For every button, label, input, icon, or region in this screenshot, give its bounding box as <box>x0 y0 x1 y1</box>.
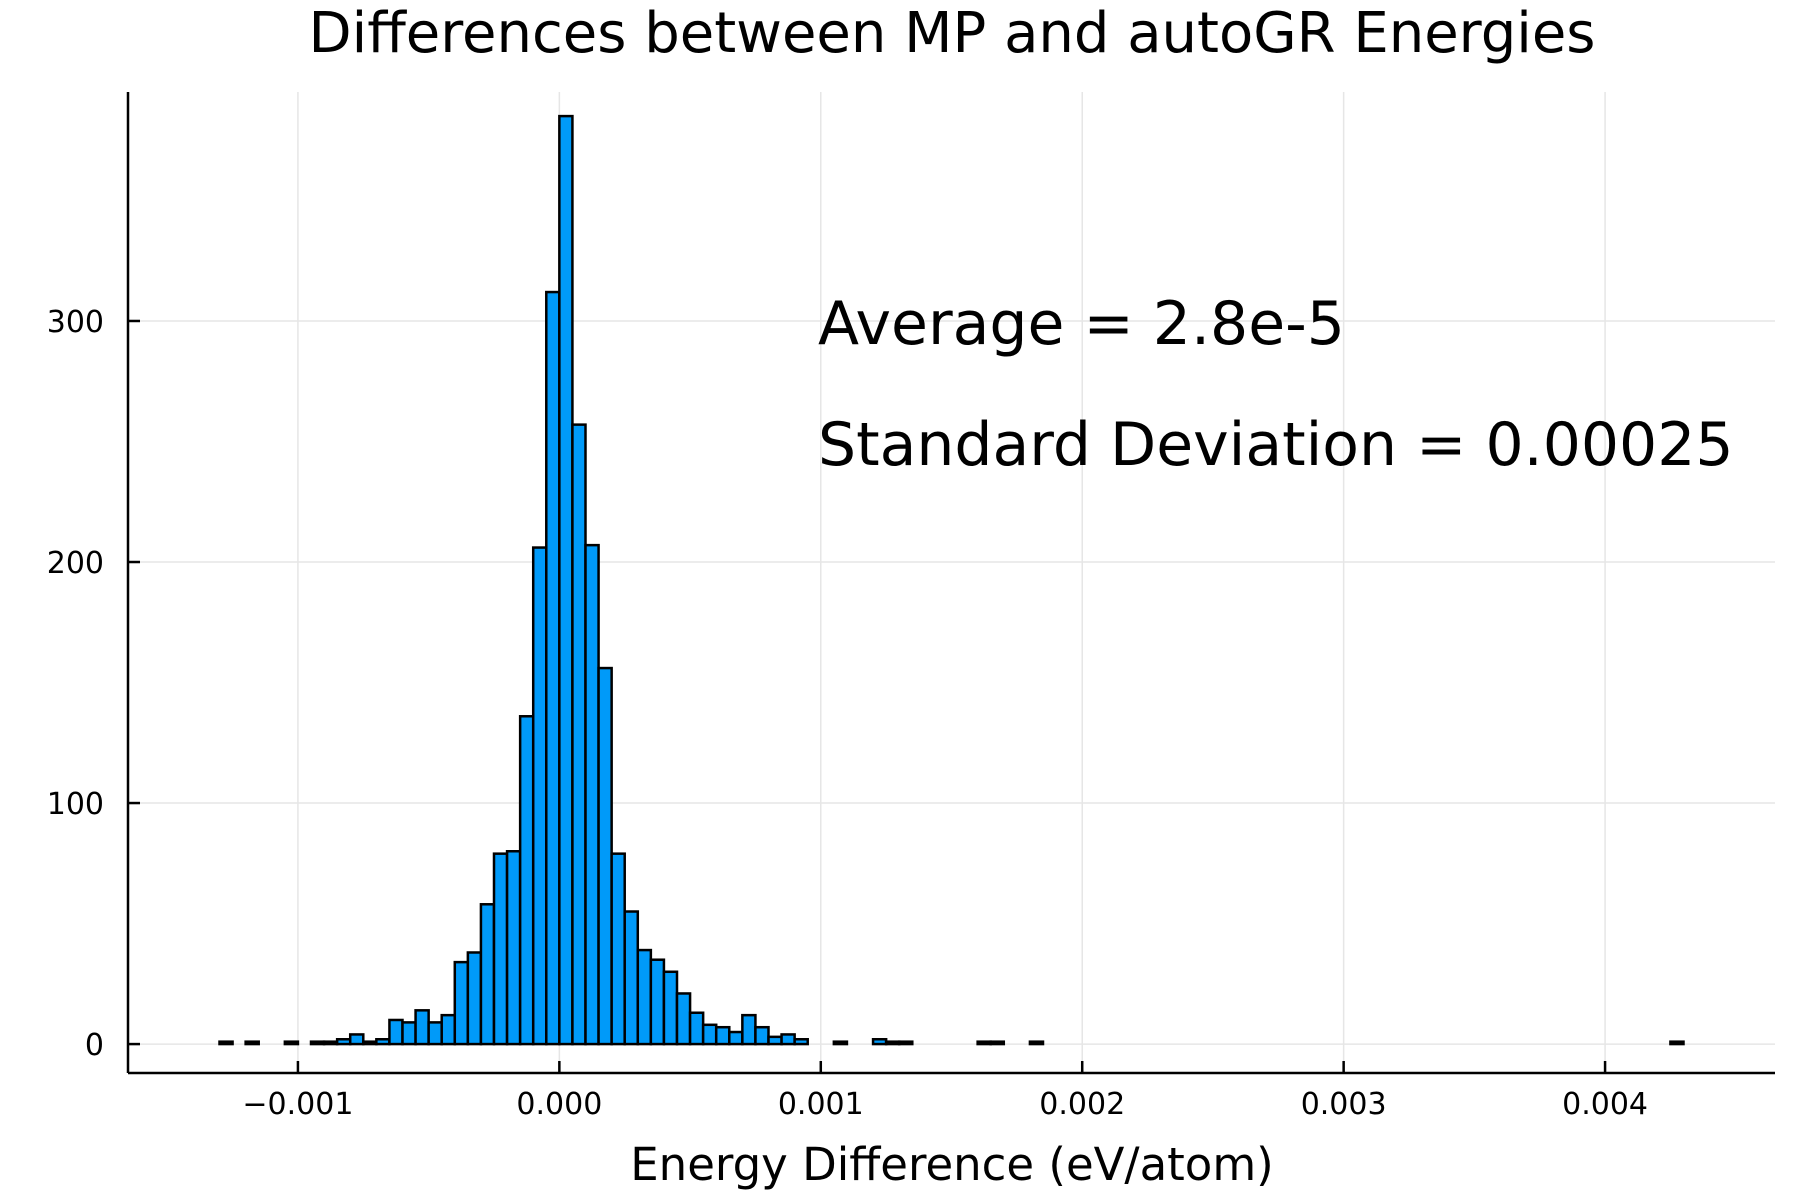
histogram-bar <box>440 1013 457 1046</box>
histogram-bar <box>832 1040 849 1046</box>
y-tick-label: 100 <box>47 787 104 822</box>
histogram-bar <box>492 852 509 1046</box>
histogram-bar <box>505 850 522 1046</box>
histogram-bar <box>688 1011 705 1046</box>
average-annotation: Average = 2.8e-5 <box>818 289 1345 359</box>
histogram-bar <box>453 960 470 1046</box>
histogram-bar <box>1028 1040 1045 1046</box>
histogram-bar <box>649 958 666 1046</box>
histogram-bar <box>623 910 640 1046</box>
grid-layer <box>128 92 1775 1073</box>
histogram-bar <box>701 1023 718 1046</box>
histogram-bar <box>897 1040 914 1046</box>
y-tick-label: 200 <box>47 546 104 581</box>
histogram-bar <box>714 1025 731 1046</box>
histogram-bar <box>401 1021 417 1046</box>
chart-title: Differences between MP and autoGR Energi… <box>309 1 1596 66</box>
histogram-bar <box>322 1040 339 1046</box>
histogram-bar <box>309 1040 326 1046</box>
histogram-bar <box>884 1040 901 1046</box>
histogram-bar <box>610 852 626 1046</box>
axes-layer <box>126 92 1775 1075</box>
x-tick-label: 0.000 <box>516 1087 602 1122</box>
ticks-layer: −0.001 0.000 0.001 0.002 0.003 0.004 0 100 200 30… <box>47 305 1648 1122</box>
histogram-bar <box>780 1033 796 1046</box>
std-dev-annotation: Standard Deviation = 0.00025 <box>818 410 1734 480</box>
histogram-bar <box>466 951 483 1046</box>
histogram-bar <box>518 715 535 1046</box>
histogram-bar <box>584 543 600 1046</box>
histogram-bar <box>479 903 496 1046</box>
histogram-bar <box>558 114 574 1046</box>
histogram-bar <box>571 423 587 1046</box>
histogram-bar <box>244 1040 260 1046</box>
histogram-bar <box>218 1040 234 1046</box>
histogram-bar <box>414 1009 430 1046</box>
histogram-bar <box>545 290 561 1046</box>
histogram-bar <box>427 1021 443 1046</box>
x-tick-label: 0.003 <box>1301 1087 1387 1122</box>
bars-layer <box>218 114 1685 1046</box>
y-tick-label: 300 <box>47 305 104 340</box>
histogram-bar <box>362 1040 378 1046</box>
x-tick-label: 0.001 <box>778 1087 864 1122</box>
histogram-bar <box>767 1035 783 1046</box>
histogram-bar <box>976 1040 992 1046</box>
x-tick-label: −0.001 <box>242 1087 353 1122</box>
histogram-bar <box>531 546 548 1046</box>
histogram-bar <box>335 1038 352 1046</box>
histogram-bar <box>741 1013 757 1046</box>
histogram-bar <box>754 1025 770 1046</box>
histogram-bar <box>636 948 653 1046</box>
histogram-bar <box>675 992 692 1046</box>
histogram-bar <box>375 1038 391 1046</box>
histogram-bar <box>388 1018 404 1046</box>
x-axis-label: Energy Difference (eV/atom) <box>630 1138 1273 1191</box>
x-tick-label: 0.004 <box>1562 1087 1648 1122</box>
y-tick-label: 0 <box>85 1028 104 1063</box>
x-tick-label: 0.002 <box>1039 1087 1125 1122</box>
histogram-bar <box>348 1033 365 1046</box>
histogram-bar <box>793 1038 809 1046</box>
histogram-bar <box>283 1040 300 1046</box>
histogram-bar <box>871 1038 888 1046</box>
histogram-bar <box>1669 1040 1685 1046</box>
histogram-bar <box>989 1040 1006 1046</box>
histogram-bar <box>728 1030 744 1046</box>
histogram-bar <box>662 970 679 1046</box>
histogram-bar <box>597 666 613 1046</box>
